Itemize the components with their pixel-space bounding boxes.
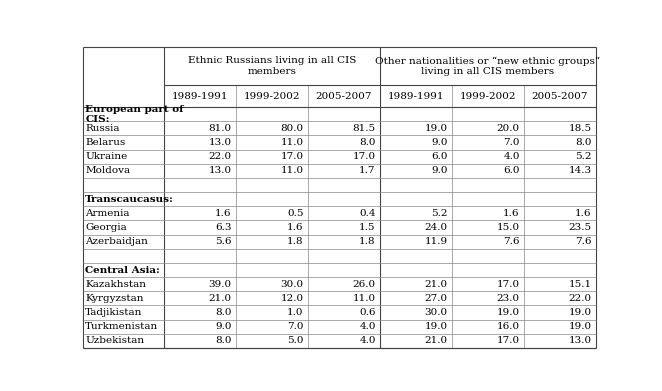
Text: Armenia: Armenia bbox=[85, 209, 130, 218]
Text: Moldova: Moldova bbox=[85, 167, 130, 176]
Text: 5.2: 5.2 bbox=[431, 209, 448, 218]
Text: 1.8: 1.8 bbox=[287, 237, 304, 246]
Text: Tadjikistan: Tadjikistan bbox=[85, 308, 143, 317]
Text: 1.0: 1.0 bbox=[287, 308, 304, 317]
Text: 9.0: 9.0 bbox=[431, 138, 448, 147]
Text: 16.0: 16.0 bbox=[496, 322, 520, 331]
Text: Kazakhstan: Kazakhstan bbox=[85, 280, 146, 289]
Text: 23.5: 23.5 bbox=[569, 223, 592, 232]
Text: 8.0: 8.0 bbox=[359, 138, 376, 147]
Text: 21.0: 21.0 bbox=[209, 294, 232, 303]
Text: 12.0: 12.0 bbox=[281, 294, 304, 303]
Text: 1989-1991: 1989-1991 bbox=[171, 92, 228, 101]
Text: 7.6: 7.6 bbox=[575, 237, 592, 246]
Text: 81.0: 81.0 bbox=[209, 124, 232, 133]
Text: 1.8: 1.8 bbox=[359, 237, 376, 246]
Text: 8.0: 8.0 bbox=[215, 336, 232, 345]
Text: 6.3: 6.3 bbox=[215, 223, 232, 232]
Text: Central Asia:: Central Asia: bbox=[85, 265, 160, 274]
Text: 1.6: 1.6 bbox=[287, 223, 304, 232]
Text: 30.0: 30.0 bbox=[424, 308, 448, 317]
Text: 22.0: 22.0 bbox=[209, 152, 232, 161]
Text: Transcaucasus:: Transcaucasus: bbox=[85, 195, 174, 204]
Text: Georgia: Georgia bbox=[85, 223, 127, 232]
Text: 1.6: 1.6 bbox=[503, 209, 520, 218]
Text: 22.0: 22.0 bbox=[569, 294, 592, 303]
Text: 2005-2007: 2005-2007 bbox=[316, 92, 372, 101]
Text: 4.0: 4.0 bbox=[503, 152, 520, 161]
Text: Azerbaidjan: Azerbaidjan bbox=[85, 237, 148, 246]
Text: 13.0: 13.0 bbox=[209, 167, 232, 176]
Text: 17.0: 17.0 bbox=[496, 336, 520, 345]
Text: 0.6: 0.6 bbox=[359, 308, 376, 317]
Text: 27.0: 27.0 bbox=[424, 294, 448, 303]
Text: 0.4: 0.4 bbox=[359, 209, 376, 218]
Text: 19.0: 19.0 bbox=[569, 322, 592, 331]
Text: 1.6: 1.6 bbox=[215, 209, 232, 218]
Text: 23.0: 23.0 bbox=[496, 294, 520, 303]
Text: 21.0: 21.0 bbox=[424, 280, 448, 289]
Text: 17.0: 17.0 bbox=[353, 152, 376, 161]
Text: 5.6: 5.6 bbox=[215, 237, 232, 246]
Text: 4.0: 4.0 bbox=[359, 336, 376, 345]
Text: 39.0: 39.0 bbox=[209, 280, 232, 289]
Text: 80.0: 80.0 bbox=[281, 124, 304, 133]
Text: 6.0: 6.0 bbox=[503, 167, 520, 176]
Text: 7.0: 7.0 bbox=[287, 322, 304, 331]
Text: 17.0: 17.0 bbox=[496, 280, 520, 289]
Text: 13.0: 13.0 bbox=[569, 336, 592, 345]
Text: Kyrgyzstan: Kyrgyzstan bbox=[85, 294, 144, 303]
Text: 1.7: 1.7 bbox=[359, 167, 376, 176]
Text: 6.0: 6.0 bbox=[431, 152, 448, 161]
Text: 17.0: 17.0 bbox=[281, 152, 304, 161]
Text: 1989-1991: 1989-1991 bbox=[387, 92, 444, 101]
Text: 11.0: 11.0 bbox=[353, 294, 376, 303]
Text: 13.0: 13.0 bbox=[209, 138, 232, 147]
Text: 9.0: 9.0 bbox=[431, 167, 448, 176]
Text: 1999-2002: 1999-2002 bbox=[244, 92, 300, 101]
Text: 1.5: 1.5 bbox=[359, 223, 376, 232]
Text: 19.0: 19.0 bbox=[569, 308, 592, 317]
Text: 15.0: 15.0 bbox=[496, 223, 520, 232]
Text: 7.6: 7.6 bbox=[503, 237, 520, 246]
Text: 21.0: 21.0 bbox=[424, 336, 448, 345]
Text: 26.0: 26.0 bbox=[353, 280, 376, 289]
Text: Uzbekistan: Uzbekistan bbox=[85, 336, 144, 345]
Text: 5.0: 5.0 bbox=[287, 336, 304, 345]
Text: 0.5: 0.5 bbox=[287, 209, 304, 218]
Text: 15.1: 15.1 bbox=[569, 280, 592, 289]
Text: Belarus: Belarus bbox=[85, 138, 126, 147]
Text: 8.0: 8.0 bbox=[575, 138, 592, 147]
Text: 30.0: 30.0 bbox=[281, 280, 304, 289]
Text: 9.0: 9.0 bbox=[215, 322, 232, 331]
Text: 20.0: 20.0 bbox=[496, 124, 520, 133]
Text: Russia: Russia bbox=[85, 124, 120, 133]
Text: 19.0: 19.0 bbox=[496, 308, 520, 317]
Text: Ethnic Russians living in all CIS
members: Ethnic Russians living in all CIS member… bbox=[187, 56, 356, 76]
Text: 14.3: 14.3 bbox=[569, 167, 592, 176]
Text: 11.0: 11.0 bbox=[281, 138, 304, 147]
Text: 4.0: 4.0 bbox=[359, 322, 376, 331]
Text: 8.0: 8.0 bbox=[215, 308, 232, 317]
Text: 7.0: 7.0 bbox=[503, 138, 520, 147]
Text: 5.2: 5.2 bbox=[575, 152, 592, 161]
Text: 11.0: 11.0 bbox=[281, 167, 304, 176]
Text: 19.0: 19.0 bbox=[424, 322, 448, 331]
Text: 24.0: 24.0 bbox=[424, 223, 448, 232]
Text: 1.6: 1.6 bbox=[575, 209, 592, 218]
Text: Ukraine: Ukraine bbox=[85, 152, 128, 161]
Text: 81.5: 81.5 bbox=[353, 124, 376, 133]
Text: 2005-2007: 2005-2007 bbox=[532, 92, 588, 101]
Text: Turkmenistan: Turkmenistan bbox=[85, 322, 159, 331]
Text: 18.5: 18.5 bbox=[569, 124, 592, 133]
Text: 1999-2002: 1999-2002 bbox=[459, 92, 516, 101]
Text: 19.0: 19.0 bbox=[424, 124, 448, 133]
Text: 11.9: 11.9 bbox=[424, 237, 448, 246]
Text: European part of
CIS:: European part of CIS: bbox=[85, 104, 184, 124]
Text: Other nationalities or “new ethnic groups”
living in all CIS members: Other nationalities or “new ethnic group… bbox=[375, 56, 600, 76]
